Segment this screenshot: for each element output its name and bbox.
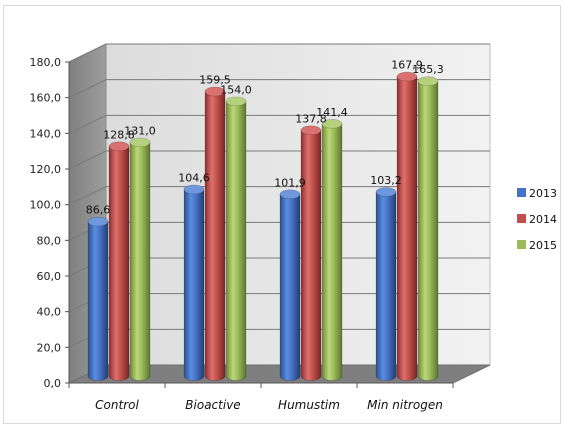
bar-top (87, 216, 109, 227)
data-label: 103,2 (370, 174, 402, 187)
x-tick-label: Bioactive (185, 398, 240, 412)
data-label: 141,4 (316, 106, 348, 119)
bar-2014 (108, 141, 130, 381)
bar-body (129, 142, 151, 381)
bar-body (108, 146, 130, 381)
bar-top (417, 76, 439, 87)
legend-label: 2014 (529, 213, 557, 226)
data-label: 86,6 (86, 204, 111, 217)
gridline (68, 79, 490, 99)
legend-label: 2015 (529, 239, 557, 252)
bar-body (417, 80, 439, 381)
x-tick-label: Min nitrogen (367, 398, 443, 412)
bar-2015 (417, 76, 439, 381)
bar-2015 (129, 137, 151, 381)
bar-top (396, 71, 418, 82)
bar-body (321, 123, 343, 381)
bar-body (396, 76, 418, 381)
legend-label: 2013 (529, 187, 557, 200)
bar-body (375, 191, 397, 381)
data-label: 104,6 (178, 171, 210, 184)
data-label: 101,9 (274, 176, 306, 189)
gridline (68, 186, 490, 206)
bar-2014 (204, 86, 226, 381)
bar-top (108, 141, 130, 152)
y-tick-label: 80,0 (37, 234, 62, 247)
bar-top (300, 125, 322, 136)
x-tick-label: Humustim (278, 398, 340, 412)
bar-top (204, 86, 226, 97)
y-tick-label: 160,0 (30, 92, 62, 105)
bar-top (321, 119, 343, 129)
bar-body (300, 129, 322, 381)
chart-frame (3, 5, 561, 424)
bar-body (225, 101, 247, 381)
x-tick-label: Control (95, 398, 139, 412)
data-label: 154,0 (220, 83, 252, 96)
gridline (68, 150, 490, 170)
bar-2013 (375, 187, 397, 381)
y-tick-label: 120,0 (30, 163, 62, 176)
legend-swatch (517, 214, 526, 223)
bar-top (279, 189, 301, 200)
bar-top (225, 96, 247, 107)
data-label: 131,0 (124, 124, 156, 137)
bar-body (87, 221, 109, 381)
y-tick-label: 100,0 (30, 199, 62, 212)
bar-body (183, 189, 205, 381)
gridline (68, 114, 490, 134)
bar-top (183, 184, 205, 195)
bar-body (279, 193, 301, 381)
bar-top (129, 137, 151, 148)
y-tick-label: 60,0 (37, 270, 62, 283)
y-tick-label: 20,0 (37, 341, 62, 354)
data-label: 159,5 (199, 74, 231, 87)
bar-2013 (87, 216, 109, 381)
y-tick-label: 140,0 (30, 127, 62, 140)
bar-2013 (279, 189, 301, 381)
bar-body (204, 91, 226, 381)
y-tick-label: 180,0 (30, 56, 62, 69)
y-tick-label: 40,0 (37, 306, 62, 319)
legend-swatch (517, 188, 526, 197)
legend-swatch (517, 240, 526, 249)
data-label: 128,8 (103, 128, 135, 141)
bar-2013 (183, 184, 205, 381)
data-label: 167,9 (391, 59, 423, 72)
data-label: 137,8 (295, 112, 327, 125)
bar-2014 (300, 125, 322, 381)
bar-top (375, 187, 397, 197)
bar-2015 (225, 96, 247, 381)
y-tick-label: 0,0 (44, 377, 62, 390)
bar-2014 (396, 71, 418, 381)
gridline (68, 43, 490, 63)
data-label: 165,3 (412, 63, 444, 76)
bar-2015 (321, 119, 343, 381)
